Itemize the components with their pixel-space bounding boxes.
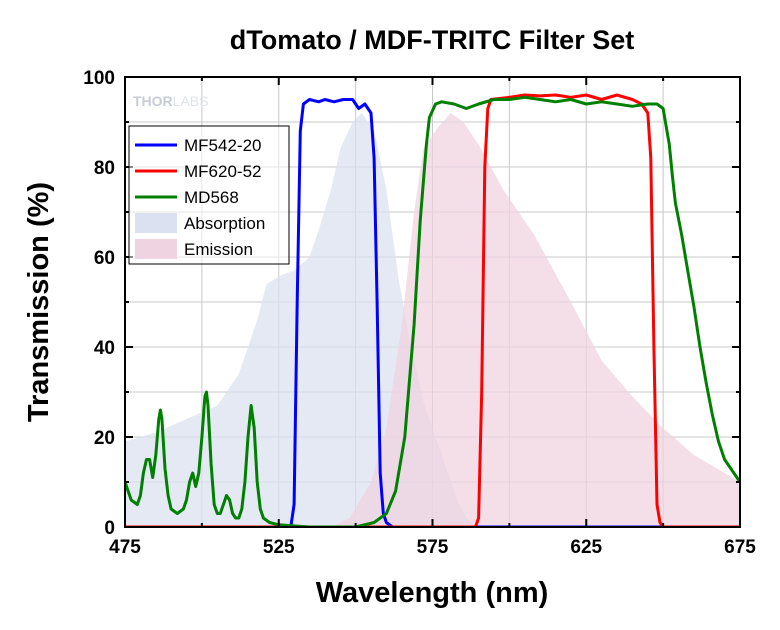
y-tick-label: 100 <box>83 68 115 89</box>
y-tick-label: 20 <box>94 428 115 449</box>
y-tick-label: 0 <box>104 518 115 539</box>
y-axis-title: Transmission (%) <box>23 182 55 422</box>
x-axis-title: Wavelength (nm) <box>316 577 549 609</box>
legend-label-mf542-20: MF542-20 <box>184 136 261 155</box>
legend-label-md568: MD568 <box>184 188 239 207</box>
series-line-mf620-52 <box>125 93 740 527</box>
series-area-emission <box>331 113 740 527</box>
x-tick-label: 675 <box>724 537 756 558</box>
x-tick-label: 575 <box>417 537 449 558</box>
legend: MF542-20 MF620-52 MD568 Absorption Emission <box>128 125 290 265</box>
y-tick-label: 80 <box>94 158 115 179</box>
x-tick-label: 525 <box>263 537 295 558</box>
y-tick-labels: 0 20 40 60 80 100 <box>83 68 115 539</box>
series-line-mf542-20 <box>125 98 740 527</box>
legend-swatch-absorption <box>135 213 177 233</box>
x-tick-label: 625 <box>570 537 602 558</box>
x-tick-label: 475 <box>109 537 141 558</box>
legend-label-mf620-52: MF620-52 <box>184 162 261 181</box>
brand-logo-thor: THOR <box>133 93 173 109</box>
y-tick-label: 40 <box>94 338 115 359</box>
brand-logo-labs: LABS <box>173 93 209 109</box>
area-series <box>125 113 740 527</box>
legend-label-absorption: Absorption <box>184 214 265 233</box>
legend-label-emission: Emission <box>184 240 253 259</box>
x-tick-labels: 475 525 575 625 675 <box>109 537 756 558</box>
line-series <box>125 93 740 527</box>
chart-title: dTomato / MDF-TRITC Filter Set <box>230 25 634 55</box>
series-line-md568 <box>125 95 740 527</box>
legend-swatch-emission <box>135 239 177 259</box>
y-tick-label: 60 <box>94 248 115 269</box>
brand-logo: THORLABS <box>133 93 208 109</box>
